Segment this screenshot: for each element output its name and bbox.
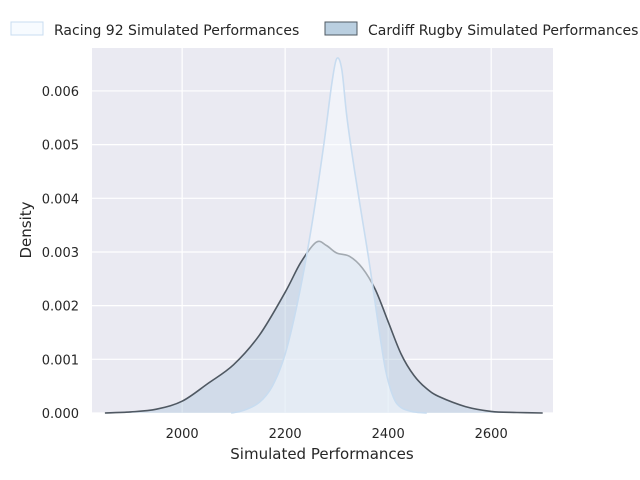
y-tick-label-0.002: 0.002 — [42, 300, 79, 315]
grid-lines — [92, 48, 553, 414]
y-tick-label-0.003: 0.003 — [42, 246, 79, 261]
y-tick-label-0.005: 0.005 — [42, 139, 79, 154]
legend-swatch-cardiff-rugby — [324, 21, 358, 36]
y-tick-label-0.004: 0.004 — [42, 192, 79, 207]
density-areas — [104, 57, 543, 414]
x-tick-label-2000: 2000 — [166, 427, 199, 442]
legend: Racing 92 Simulated Performances Cardiff… — [10, 21, 638, 39]
legend-swatch-racing-92 — [10, 21, 44, 36]
x-axis-title: Simulated Performances — [230, 445, 414, 463]
legend-label-racing-92: Racing 92 Simulated Performances — [54, 23, 299, 39]
y-tick-label-0.000: 0.000 — [42, 407, 79, 422]
x-tick-label-2400: 2400 — [372, 427, 405, 442]
x-tick-label-2200: 2200 — [269, 427, 302, 442]
x-tick-label-2600: 2600 — [475, 427, 508, 442]
y-axis-title: Density — [17, 201, 35, 258]
density-line-racing-92-simulated-performances — [230, 57, 427, 414]
legend-label-cardiff-rugby: Cardiff Rugby Simulated Performances — [368, 23, 638, 39]
y-axis-ticks: 0.000 0.001 0.002 0.003 0.004 0.005 0.006 — [42, 85, 79, 422]
y-tick-label-0.001: 0.001 — [42, 353, 79, 368]
x-axis-ticks: 2000 2200 2400 2600 — [166, 427, 508, 442]
y-tick-label-0.006: 0.006 — [42, 85, 79, 100]
